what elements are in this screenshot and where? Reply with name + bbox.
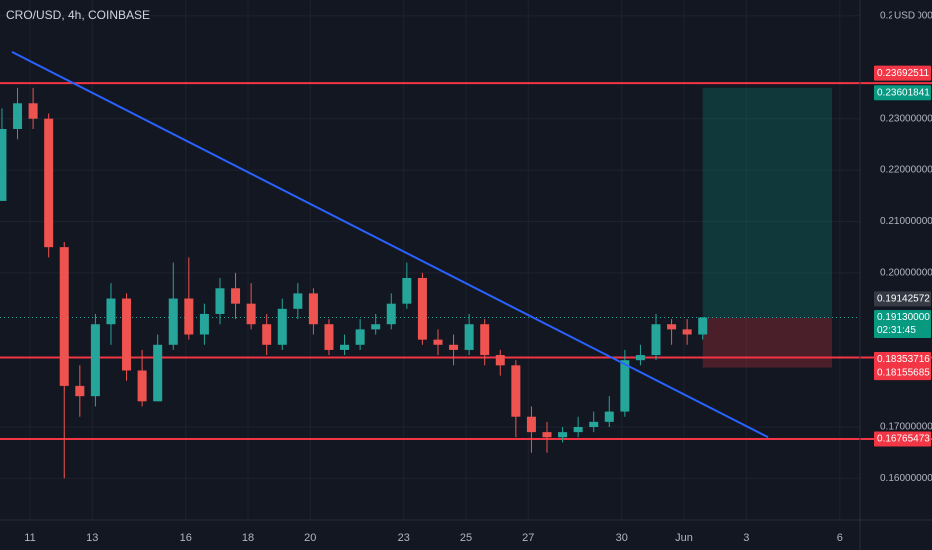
candle-body xyxy=(293,293,303,309)
price-label-box xyxy=(874,85,931,101)
x-tick-label: 27 xyxy=(522,532,534,544)
candle-body xyxy=(620,360,630,412)
x-tick-label: 20 xyxy=(304,532,316,544)
countdown: 02:31:45 xyxy=(877,325,916,336)
candle-body xyxy=(667,324,677,330)
x-tick-label: 11 xyxy=(24,532,35,544)
candle-body xyxy=(122,298,132,371)
axes: 0.16000000 0.17000000 0.20000000 0.21000000… xyxy=(24,7,932,544)
candle-body xyxy=(0,128,7,201)
y-tick-label: 0.23000000 xyxy=(880,113,932,124)
currency: USD xyxy=(894,11,915,22)
grid xyxy=(0,0,860,520)
candle-body xyxy=(386,303,396,325)
candle-body xyxy=(59,247,69,386)
price-label-box xyxy=(874,365,931,381)
candle-body xyxy=(168,298,178,345)
plot xyxy=(0,51,932,479)
y-tick-label: 0.22000000 xyxy=(880,165,932,176)
candle-body xyxy=(355,329,365,345)
candle-body xyxy=(324,324,334,350)
x-tick-label: 25 xyxy=(460,532,472,544)
candle-body xyxy=(464,324,474,350)
y-tick-label: 0.17000000 xyxy=(880,422,932,433)
candle-body xyxy=(199,313,209,335)
candle-body xyxy=(449,344,459,350)
candle-body xyxy=(231,288,241,304)
currency-badge xyxy=(892,7,918,24)
candle-body xyxy=(526,416,536,433)
candle-body xyxy=(184,298,194,335)
price-label: 0.23692511 xyxy=(877,68,930,79)
candle-body xyxy=(44,118,54,248)
trendline xyxy=(11,51,769,439)
x-tick-label: 18 xyxy=(242,532,254,544)
price-label: 0.23601841 xyxy=(877,87,930,98)
candle-body xyxy=(511,365,521,417)
price-label: 0.18155685 xyxy=(877,367,930,378)
candle-body xyxy=(542,432,552,438)
x-tick-label: 30 xyxy=(616,532,628,544)
candle-body xyxy=(558,432,568,438)
candle-body xyxy=(698,317,708,335)
price-label-box xyxy=(874,291,931,307)
price-label: 0.19130000 xyxy=(877,312,930,323)
x-tick-label: 3 xyxy=(743,532,749,544)
x-tick-label: 6 xyxy=(837,532,843,544)
candle-body xyxy=(417,277,427,340)
candle-body xyxy=(75,385,85,397)
candle-body xyxy=(28,103,38,119)
candle-body xyxy=(13,103,23,129)
price-label-box xyxy=(874,310,931,339)
candle-body xyxy=(480,324,490,356)
candle-body xyxy=(402,277,412,304)
y-tick-label: 0.16000000 xyxy=(880,473,932,484)
candle-body xyxy=(433,339,443,345)
candle-body xyxy=(246,303,256,325)
price-label: 0.18353716 xyxy=(877,354,930,365)
target-zone xyxy=(702,87,832,318)
candle-body xyxy=(308,293,318,325)
x-tick-label: 16 xyxy=(180,532,192,544)
x-tick-label: 13 xyxy=(86,532,98,544)
candle-body xyxy=(277,308,287,345)
candle-body xyxy=(651,324,661,356)
candle-body xyxy=(573,426,583,433)
y-tick-label: 0.20000000 xyxy=(880,267,932,278)
price-label: 0.16765473 xyxy=(877,434,930,445)
candle-body xyxy=(153,344,163,402)
price-label-box xyxy=(874,65,931,81)
candle-body xyxy=(90,324,100,397)
price-label-box xyxy=(874,431,931,447)
candle-body xyxy=(604,411,614,422)
candle-body xyxy=(106,298,116,325)
chart-title: CRO/USD, 4h, COINBASE xyxy=(6,8,150,22)
candle-body xyxy=(262,324,272,345)
candle-body xyxy=(137,370,147,402)
candle-body xyxy=(371,324,381,330)
stop-zone xyxy=(702,317,832,368)
price-label-box xyxy=(874,351,931,367)
candle-body xyxy=(635,355,645,361)
candle-body xyxy=(495,355,505,366)
price-label: 0.19142572 xyxy=(877,294,930,305)
x-tick-label: 23 xyxy=(398,532,410,544)
x-tick-label: Jun xyxy=(675,532,693,544)
candle-body xyxy=(340,344,350,350)
candle-body xyxy=(215,288,225,314)
y-tick-label: 0.21000000 xyxy=(880,216,932,227)
candle-body xyxy=(589,421,599,427)
candle-body xyxy=(682,329,692,335)
